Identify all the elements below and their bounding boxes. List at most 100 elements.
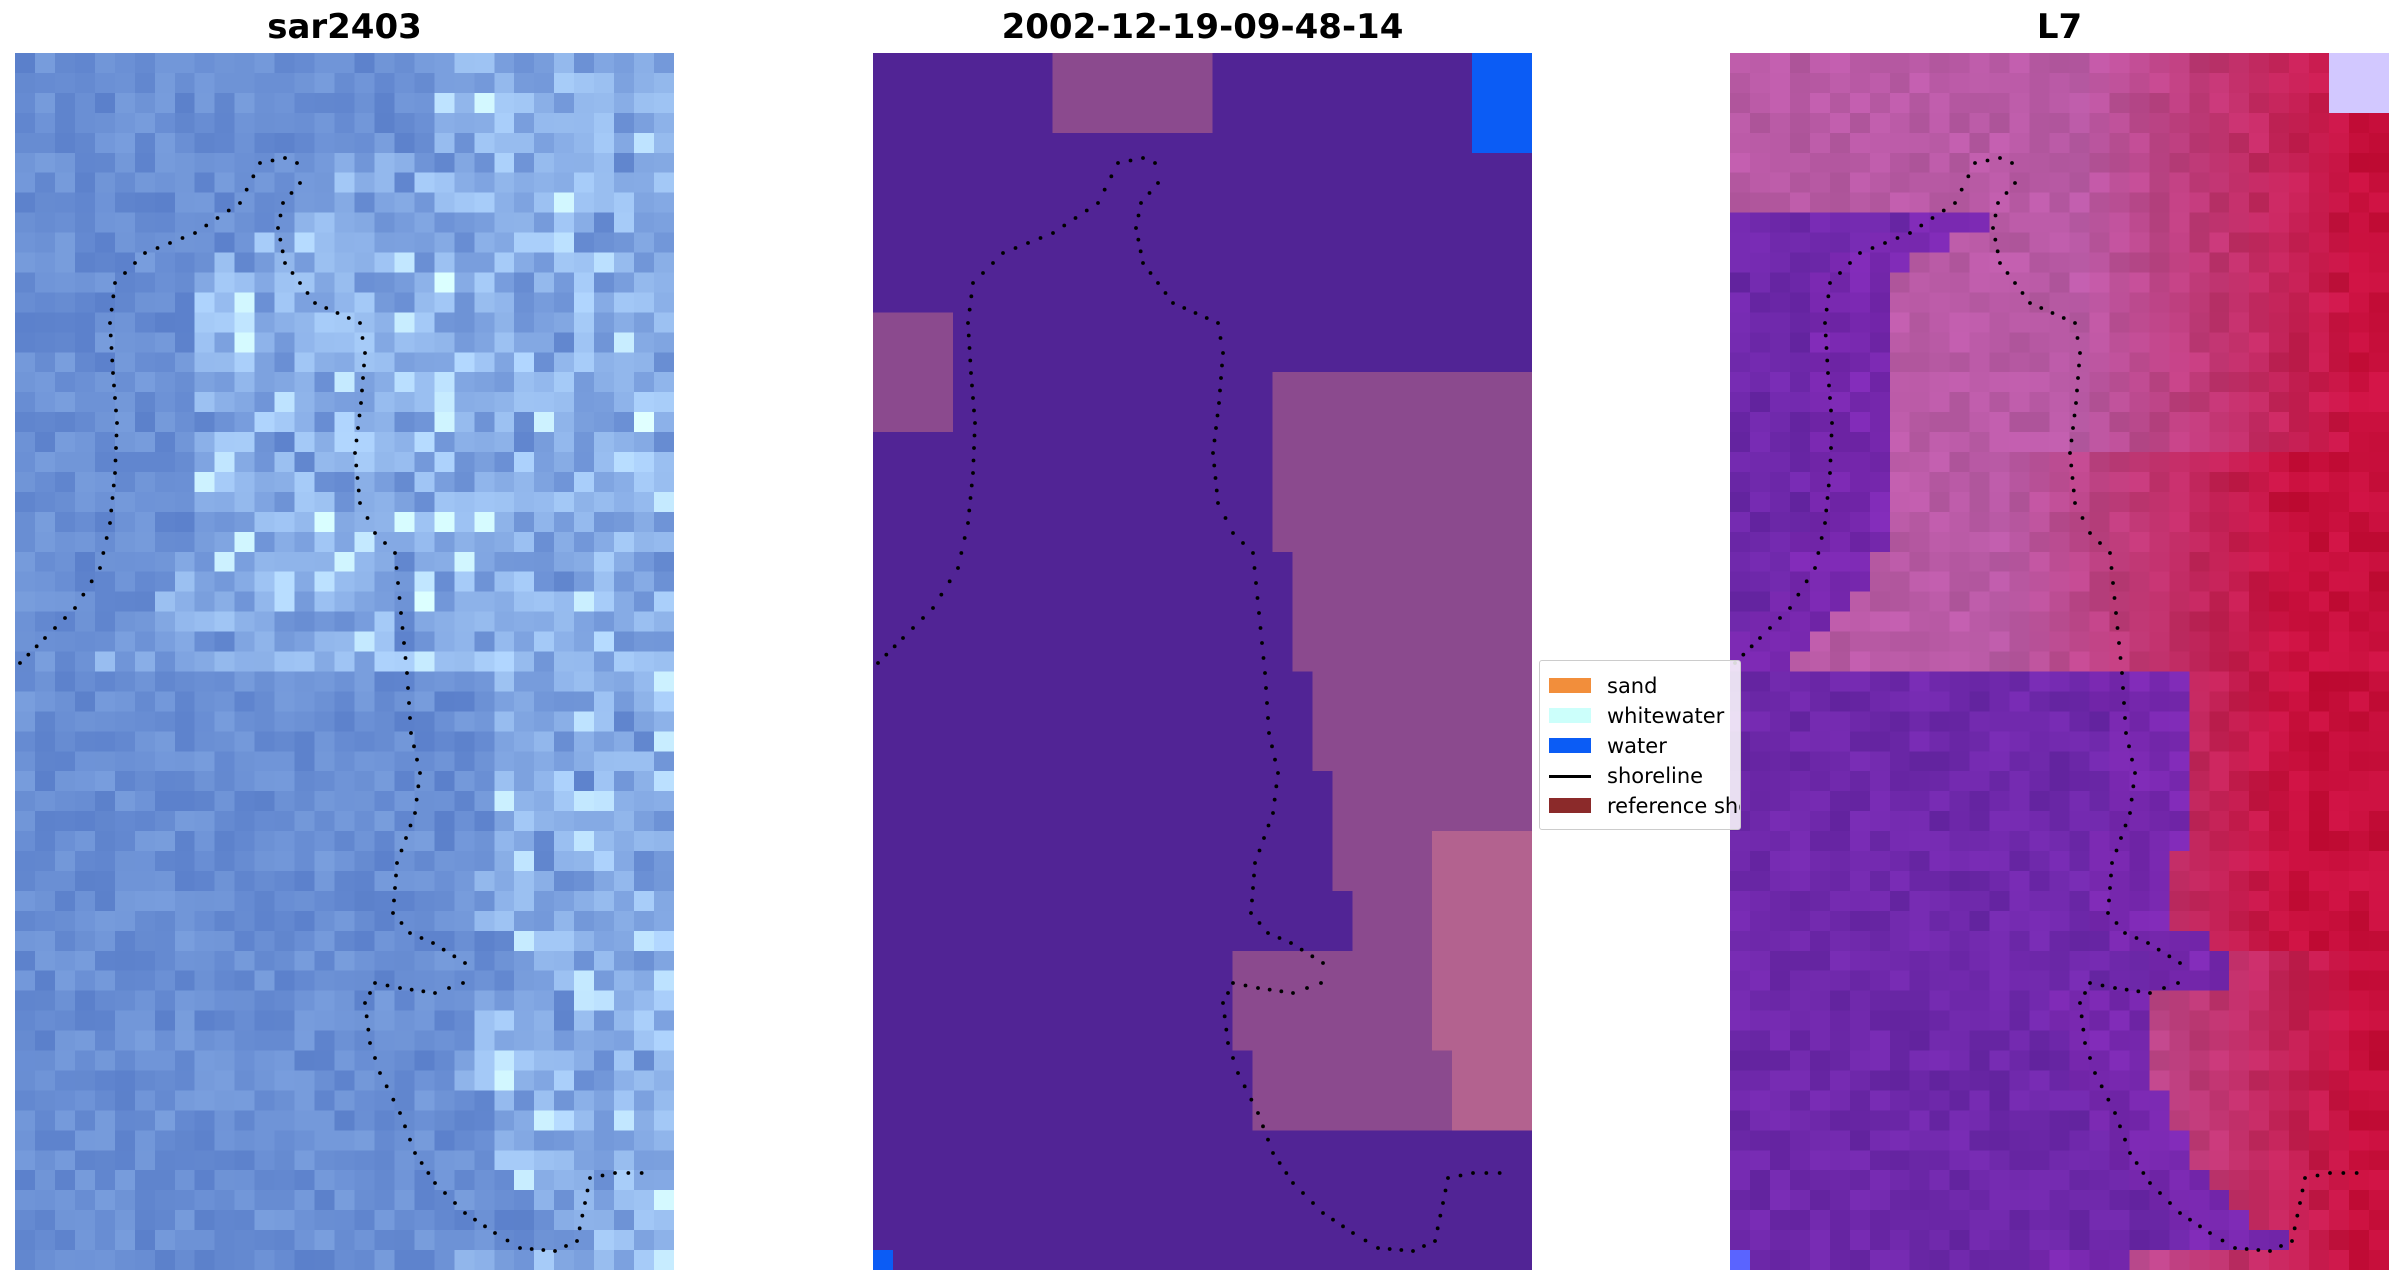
shoreline-point	[378, 1071, 382, 1075]
shoreline-point	[419, 1161, 424, 1165]
shoreline-point	[1204, 316, 1209, 320]
shoreline-point	[1826, 371, 1830, 375]
shoreline-point	[353, 451, 357, 455]
shoreline-point	[109, 307, 114, 312]
shoreline-point	[43, 636, 47, 640]
shoreline-point	[1264, 686, 1268, 690]
shoreline-point	[408, 823, 413, 828]
shoreline-point	[1171, 301, 1175, 305]
shoreline-point	[1829, 408, 1833, 413]
shoreline-point	[461, 981, 465, 985]
shoreline-point	[278, 237, 283, 242]
shoreline-point	[1838, 271, 1842, 275]
shoreline-point	[143, 251, 147, 255]
shoreline-point	[1212, 438, 1217, 443]
shoreline-point	[1291, 1181, 1295, 1185]
shoreline-point	[1438, 1213, 1443, 1218]
shoreline-point	[1959, 187, 1964, 192]
shoreline-point	[1823, 521, 1827, 525]
shoreline-point	[2341, 1171, 2346, 1175]
panel-title-rgb: sar2403	[267, 7, 422, 47]
shoreline-point	[2124, 987, 2129, 992]
shoreline-point	[2134, 1161, 2139, 1165]
shoreline-point	[1013, 246, 1018, 250]
shoreline-point	[1804, 579, 1809, 584]
shoreline-point	[2162, 986, 2166, 990]
shoreline-point	[180, 236, 185, 240]
shoreline-point	[1399, 1248, 1404, 1252]
shoreline-point	[441, 947, 446, 952]
shoreline-point	[399, 921, 404, 925]
shoreline-point	[529, 1247, 534, 1251]
shoreline-overlay	[18, 156, 644, 1253]
shoreline-point	[2315, 1173, 2320, 1178]
shoreline-point	[1270, 744, 1274, 749]
shoreline-point	[1096, 201, 1100, 205]
shoreline-point	[111, 371, 115, 375]
shoreline-point	[1828, 471, 1832, 475]
shoreline-point	[2295, 1213, 2300, 1218]
shoreline-point	[1271, 1151, 1275, 1155]
shoreline-point	[346, 316, 351, 320]
shoreline-point	[1026, 241, 1030, 245]
shoreline-point	[280, 249, 285, 254]
shoreline-point	[2123, 823, 2128, 828]
shoreline-point	[1084, 208, 1089, 213]
shoreline-point	[1134, 226, 1138, 230]
shoreline-point	[1458, 1173, 1463, 1178]
shoreline-point	[2073, 501, 2077, 505]
shoreline-point	[1299, 947, 1304, 952]
shoreline-point	[2158, 1191, 2162, 1195]
shoreline-point	[1895, 236, 1900, 240]
shoreline-point	[354, 463, 359, 468]
shoreline-point	[363, 1001, 367, 1005]
shoreline-point	[967, 307, 972, 312]
shoreline-point	[639, 1171, 644, 1175]
shoreline-point	[1249, 911, 1253, 915]
shoreline-point	[966, 321, 970, 325]
shoreline-point	[969, 294, 974, 299]
shoreline-point	[1321, 1211, 1325, 1215]
shoreline-point	[553, 1249, 557, 1253]
shoreline-point	[114, 433, 119, 438]
shoreline-point	[283, 156, 287, 160]
shoreline-point	[1823, 333, 1828, 338]
shoreline-point	[2113, 986, 2117, 990]
shoreline-point	[1953, 201, 1957, 205]
shoreline-point	[2106, 911, 2110, 915]
shoreline-point	[959, 551, 964, 555]
shoreline-point	[109, 508, 114, 513]
shoreline-point	[402, 641, 406, 645]
shoreline-point	[1001, 251, 1005, 255]
shoreline-point	[276, 226, 280, 230]
shoreline-overlay	[876, 156, 1502, 1253]
shoreline-point	[1224, 1027, 1229, 1032]
shoreline-point	[114, 408, 118, 413]
shoreline-point	[971, 471, 975, 475]
shoreline-point	[398, 986, 402, 990]
shoreline-point	[397, 596, 402, 600]
shoreline-point	[1128, 158, 1133, 163]
water-swatch	[1549, 738, 1591, 753]
shoreline-point	[1823, 321, 1827, 325]
shoreline-point	[2233, 1246, 2237, 1250]
shoreline-point	[2069, 463, 2074, 468]
shoreline-point	[2112, 596, 2117, 600]
shoreline-point	[2121, 686, 2125, 690]
shoreline-point	[405, 671, 409, 675]
shoreline-point	[2005, 271, 2010, 275]
shoreline-point	[81, 592, 86, 597]
shoreline-point	[1387, 1247, 1392, 1251]
shoreline-point	[244, 187, 249, 192]
shoreline-point	[193, 231, 197, 235]
rgb-image	[15, 53, 674, 1270]
rgb-image-panel	[15, 53, 674, 1270]
shoreline-point	[2328, 1171, 2332, 1175]
legend-label: water	[1607, 734, 1667, 758]
shoreline-point	[1231, 1056, 1235, 1060]
shoreline-point	[1995, 249, 2000, 254]
shoreline-point	[1301, 1191, 1305, 1195]
shoreline-point	[1813, 566, 1817, 570]
shoreline-point	[1826, 483, 1831, 488]
shoreline-point	[399, 848, 404, 853]
